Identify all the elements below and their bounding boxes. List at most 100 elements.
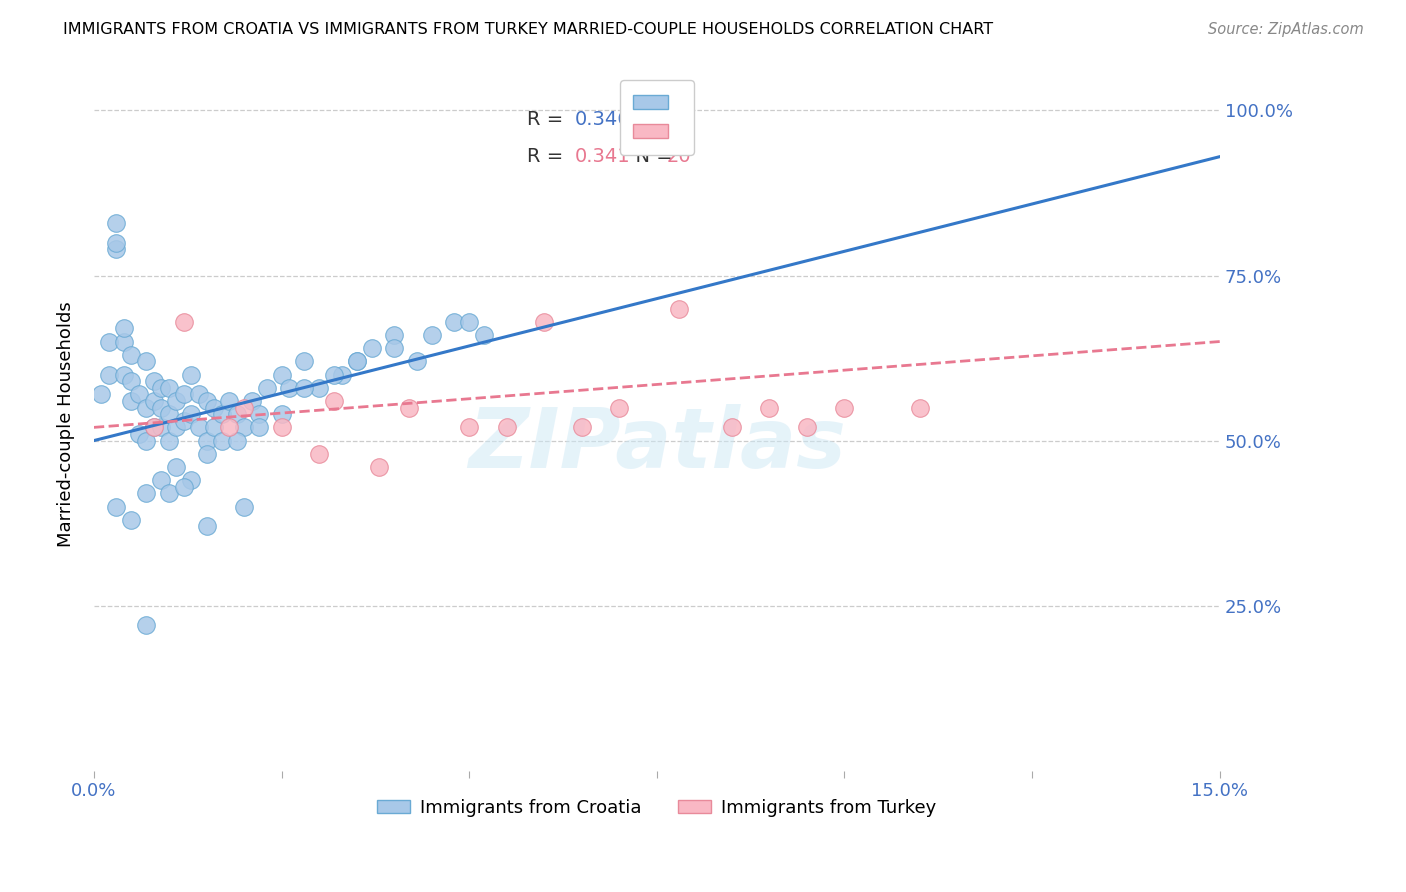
Point xyxy=(668,301,690,316)
Point xyxy=(195,434,218,448)
Point xyxy=(112,321,135,335)
Point xyxy=(225,407,247,421)
Point xyxy=(360,341,382,355)
Text: N =: N = xyxy=(623,110,679,129)
Point xyxy=(173,315,195,329)
Point xyxy=(472,327,495,342)
Point xyxy=(97,368,120,382)
Point xyxy=(233,420,256,434)
Point xyxy=(382,327,405,342)
Point xyxy=(105,500,128,514)
Point xyxy=(247,407,270,421)
Point xyxy=(150,420,173,434)
Point xyxy=(405,354,427,368)
Point xyxy=(105,235,128,250)
Point xyxy=(150,381,173,395)
Point xyxy=(173,387,195,401)
Legend: Immigrants from Croatia, Immigrants from Turkey: Immigrants from Croatia, Immigrants from… xyxy=(370,791,943,824)
Point xyxy=(195,394,218,409)
Point xyxy=(443,315,465,329)
Point xyxy=(105,216,128,230)
Point xyxy=(458,420,481,434)
Point xyxy=(166,394,188,409)
Point xyxy=(256,381,278,395)
Text: 0.341: 0.341 xyxy=(575,147,630,166)
Point xyxy=(233,500,256,514)
Point xyxy=(382,341,405,355)
Point xyxy=(157,486,180,500)
Point xyxy=(128,387,150,401)
Point xyxy=(97,334,120,349)
Point xyxy=(112,368,135,382)
Point xyxy=(180,368,202,382)
Point xyxy=(796,420,818,434)
Text: R =: R = xyxy=(527,147,569,166)
Point xyxy=(211,434,233,448)
Point xyxy=(143,394,166,409)
Point xyxy=(420,327,443,342)
Point xyxy=(112,334,135,349)
Point xyxy=(120,394,142,409)
Point xyxy=(270,420,292,434)
Point xyxy=(308,447,330,461)
Point xyxy=(346,354,368,368)
Point xyxy=(308,381,330,395)
Text: Source: ZipAtlas.com: Source: ZipAtlas.com xyxy=(1208,22,1364,37)
Point xyxy=(135,434,157,448)
Point xyxy=(135,401,157,415)
Text: IMMIGRANTS FROM CROATIA VS IMMIGRANTS FROM TURKEY MARRIED-COUPLE HOUSEHOLDS CORR: IMMIGRANTS FROM CROATIA VS IMMIGRANTS FR… xyxy=(63,22,994,37)
Point xyxy=(128,427,150,442)
Y-axis label: Married-couple Households: Married-couple Households xyxy=(58,301,75,547)
Point xyxy=(195,519,218,533)
Point xyxy=(270,368,292,382)
Point xyxy=(533,315,555,329)
Point xyxy=(247,420,270,434)
Point xyxy=(233,401,256,415)
Point xyxy=(834,401,856,415)
Point xyxy=(218,394,240,409)
Point xyxy=(458,315,481,329)
Text: 0.346: 0.346 xyxy=(575,110,630,129)
Point xyxy=(908,401,931,415)
Point xyxy=(135,618,157,632)
Point xyxy=(180,473,202,487)
Point xyxy=(150,401,173,415)
Point xyxy=(166,420,188,434)
Point xyxy=(157,434,180,448)
Point xyxy=(90,387,112,401)
Point xyxy=(323,368,346,382)
Point xyxy=(143,420,166,434)
Point xyxy=(166,460,188,475)
Point xyxy=(120,374,142,388)
Point xyxy=(495,420,517,434)
Text: R =: R = xyxy=(527,110,569,129)
Point xyxy=(330,368,353,382)
Text: 77: 77 xyxy=(666,110,692,129)
Point xyxy=(278,381,301,395)
Point xyxy=(607,401,630,415)
Point xyxy=(135,486,157,500)
Point xyxy=(721,420,744,434)
Point xyxy=(202,401,225,415)
Point xyxy=(188,387,211,401)
Text: ZIPatlas: ZIPatlas xyxy=(468,404,846,485)
Point xyxy=(105,242,128,256)
Point xyxy=(398,401,420,415)
Point xyxy=(120,348,142,362)
Point xyxy=(202,420,225,434)
Point xyxy=(143,374,166,388)
Point xyxy=(188,420,211,434)
Point xyxy=(571,420,593,434)
Point xyxy=(173,414,195,428)
Point xyxy=(195,447,218,461)
Text: 20: 20 xyxy=(666,147,692,166)
Point xyxy=(292,354,315,368)
Point xyxy=(180,407,202,421)
Point xyxy=(346,354,368,368)
Point xyxy=(368,460,391,475)
Point xyxy=(270,407,292,421)
Point xyxy=(120,513,142,527)
Point xyxy=(240,394,263,409)
Point xyxy=(292,381,315,395)
Point xyxy=(157,381,180,395)
